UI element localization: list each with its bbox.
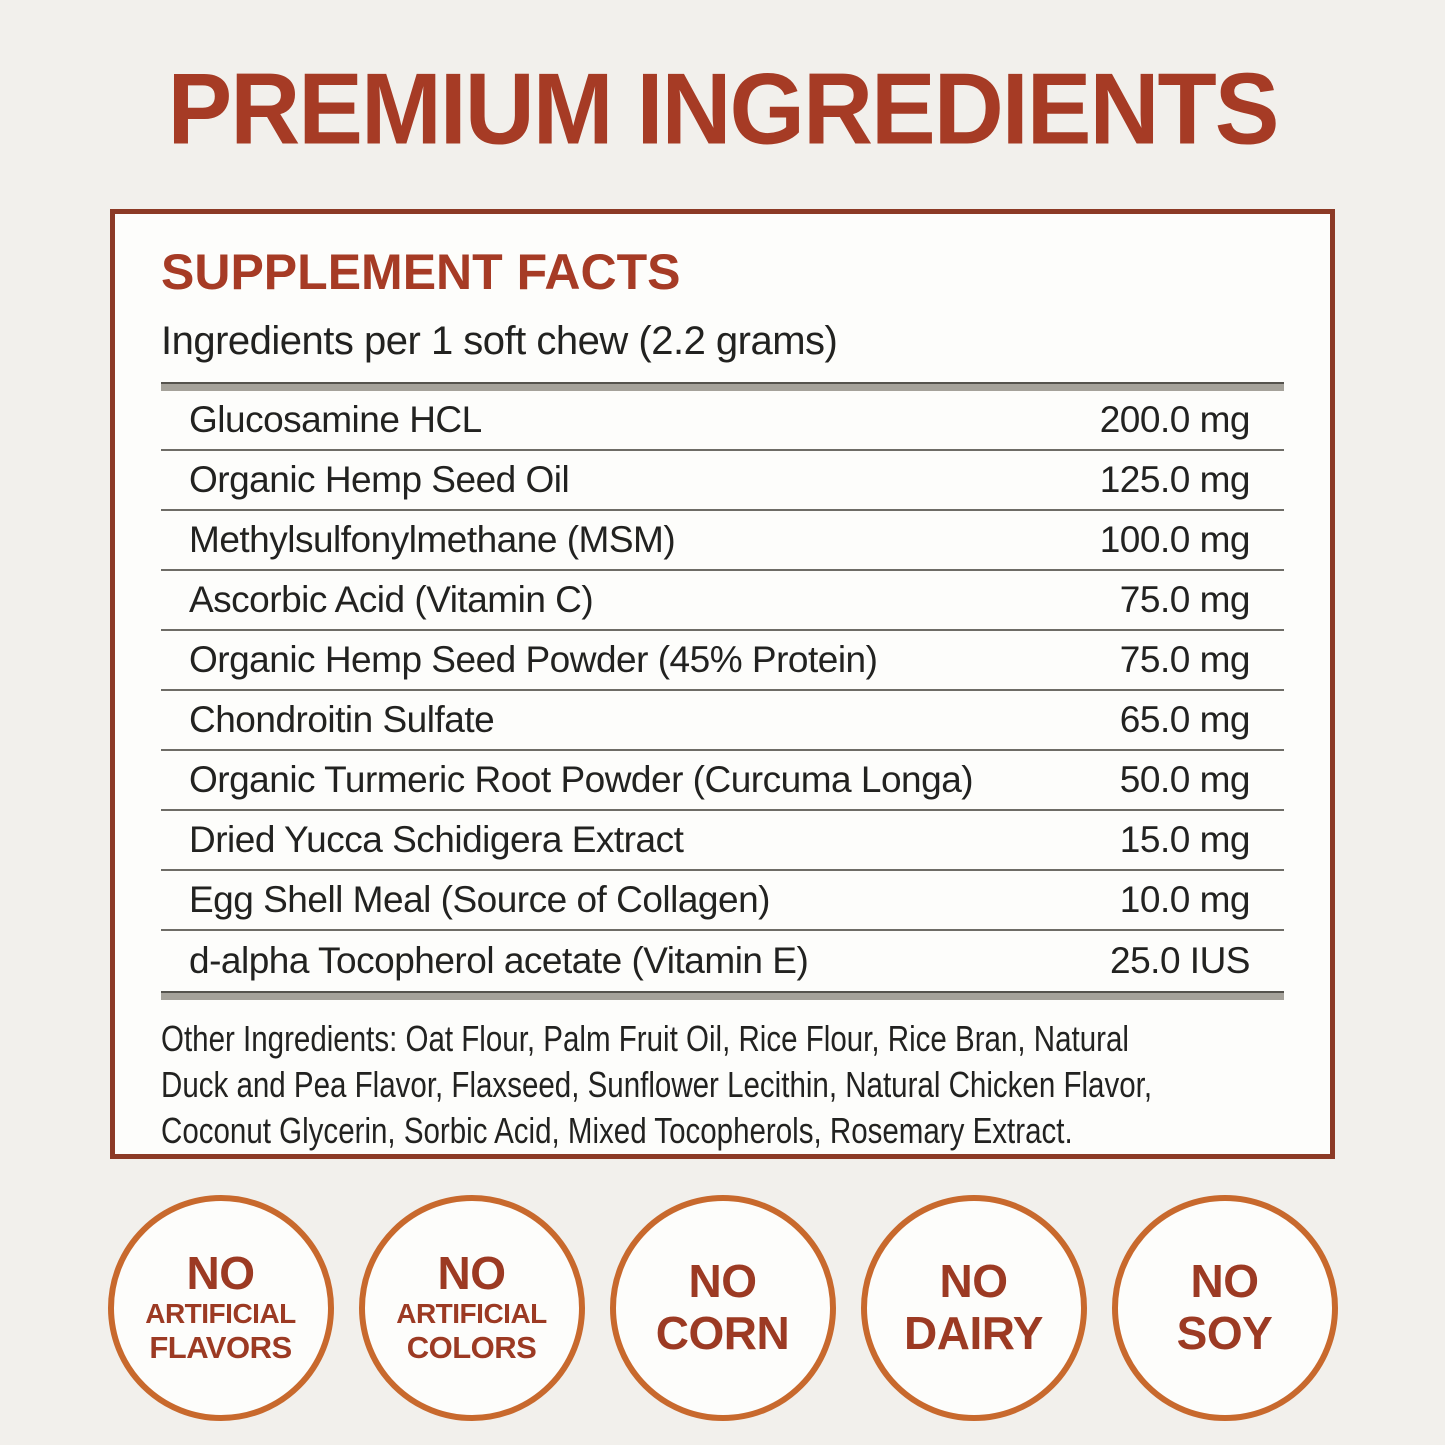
ingredient-amount: 125.0 mg [1099, 459, 1251, 501]
badge-no-artificial-flavors: NO ARTIFICIAL FLAVORS [107, 1194, 334, 1421]
ingredient-amount: 65.0 mg [1119, 699, 1251, 741]
other-ingredients-line: Other Ingredients: Oat Flour, Palm Fruit… [161, 1018, 1129, 1060]
badge-line: COLORS [406, 1330, 537, 1366]
badge-no-dairy: NO DAIRY [860, 1194, 1087, 1421]
supplement-facts-panel: SUPPLEMENT FACTS Ingredients per 1 soft … [110, 208, 1335, 1159]
ingredient-row: Organic Turmeric Root Powder (Curcuma Lo… [161, 751, 1284, 812]
ingredients-table: Glucosamine HCL 200.0 mg Organic Hemp Se… [161, 391, 1284, 991]
table-bottom-rule [161, 991, 1284, 1001]
badge-line: NO [186, 1246, 256, 1299]
ingredient-name: Ascorbic Acid (Vitamin C) [189, 579, 594, 621]
table-top-rule [161, 382, 1284, 392]
other-ingredients-line: Coconut Glycerin, Sorbic Acid, Mixed Toc… [161, 1110, 1073, 1152]
badge-line: NO [688, 1255, 758, 1308]
supplement-facts-heading: SUPPLEMENT FACTS [161, 243, 681, 300]
badge-line: FLAVORS [149, 1330, 292, 1366]
ingredient-name: d-alpha Tocopherol acetate (Vitamin E) [189, 940, 809, 982]
badge-no-artificial-colors: NO ARTIFICIAL COLORS [358, 1194, 585, 1421]
ingredient-amount: 75.0 mg [1119, 579, 1251, 621]
ingredient-row: Methylsulfonylmethane (MSM) 100.0 mg [161, 511, 1284, 572]
ingredient-name: Dried Yucca Schidigera Extract [189, 819, 684, 861]
ingredient-row: Chondroitin Sulfate 65.0 mg [161, 691, 1284, 752]
badge-line: NO [437, 1246, 507, 1299]
ingredient-amount: 10.0 mg [1119, 879, 1251, 921]
ingredient-name: Organic Hemp Seed Oil [189, 459, 570, 501]
badge-line: NO [939, 1255, 1009, 1308]
other-ingredients-paragraph: Other Ingredients: Oat Flour, Palm Fruit… [161, 1016, 1153, 1154]
ingredient-name: Chondroitin Sulfate [189, 699, 495, 741]
ingredient-amount: 200.0 mg [1099, 399, 1251, 441]
ingredient-row: Organic Hemp Seed Powder (45% Protein) 7… [161, 631, 1284, 692]
ingredient-amount: 25.0 IUS [1110, 940, 1250, 982]
badge-line: CORN [655, 1306, 790, 1359]
ingredient-amount: 100.0 mg [1099, 519, 1251, 561]
ingredient-row: Egg Shell Meal (Source of Collagen) 10.0… [161, 871, 1284, 932]
ingredient-amount: 75.0 mg [1119, 639, 1251, 681]
page-title: PREMIUM INGREDIENTS [167, 51, 1280, 166]
ingredient-amount: 15.0 mg [1119, 819, 1251, 861]
ingredient-name: Methylsulfonylmethane (MSM) [189, 519, 676, 561]
badge-no-soy: NO SOY [1111, 1194, 1338, 1421]
ingredient-row: Organic Hemp Seed Oil 125.0 mg [161, 451, 1284, 512]
other-ingredients-line: Duck and Pea Flavor, Flaxseed, Sunflower… [161, 1064, 1153, 1106]
ingredient-row: Glucosamine HCL 200.0 mg [161, 391, 1284, 452]
ingredient-name: Egg Shell Meal (Source of Collagen) [189, 879, 771, 921]
no-claims-badge-row: NO ARTIFICIAL FLAVORS NO ARTIFICIAL COLORS NO C… [107, 1194, 1338, 1421]
label-page: PREMIUM INGREDIENTS SUPPLEMENT FACTS Ing… [0, 51, 1445, 1421]
serving-size-line: Ingredients per 1 soft chew (2.2 grams) [161, 319, 838, 364]
ingredient-row: d-alpha Tocopherol acetate (Vitamin E) 2… [161, 931, 1284, 991]
badge-line: NO [1190, 1255, 1260, 1308]
ingredient-name: Glucosamine HCL [189, 399, 482, 441]
badge-line: ARTIFICIAL [145, 1297, 296, 1329]
ingredient-name: Organic Turmeric Root Powder (Curcuma Lo… [189, 759, 974, 801]
ingredient-name: Organic Hemp Seed Powder (45% Protein) [189, 639, 878, 681]
badge-line: ARTIFICIAL [396, 1297, 547, 1329]
badge-line: SOY [1176, 1306, 1273, 1359]
ingredient-row: Dried Yucca Schidigera Extract 15.0 mg [161, 811, 1284, 872]
ingredient-amount: 50.0 mg [1119, 759, 1251, 801]
badge-no-corn: NO CORN [609, 1194, 836, 1421]
ingredient-row: Ascorbic Acid (Vitamin C) 75.0 mg [161, 571, 1284, 632]
badge-line: DAIRY [904, 1306, 1043, 1359]
